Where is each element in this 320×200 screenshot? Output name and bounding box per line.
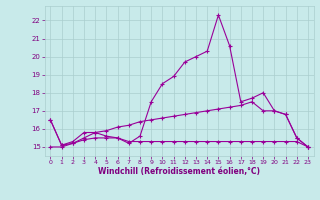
X-axis label: Windchill (Refroidissement éolien,°C): Windchill (Refroidissement éolien,°C) [98, 167, 260, 176]
